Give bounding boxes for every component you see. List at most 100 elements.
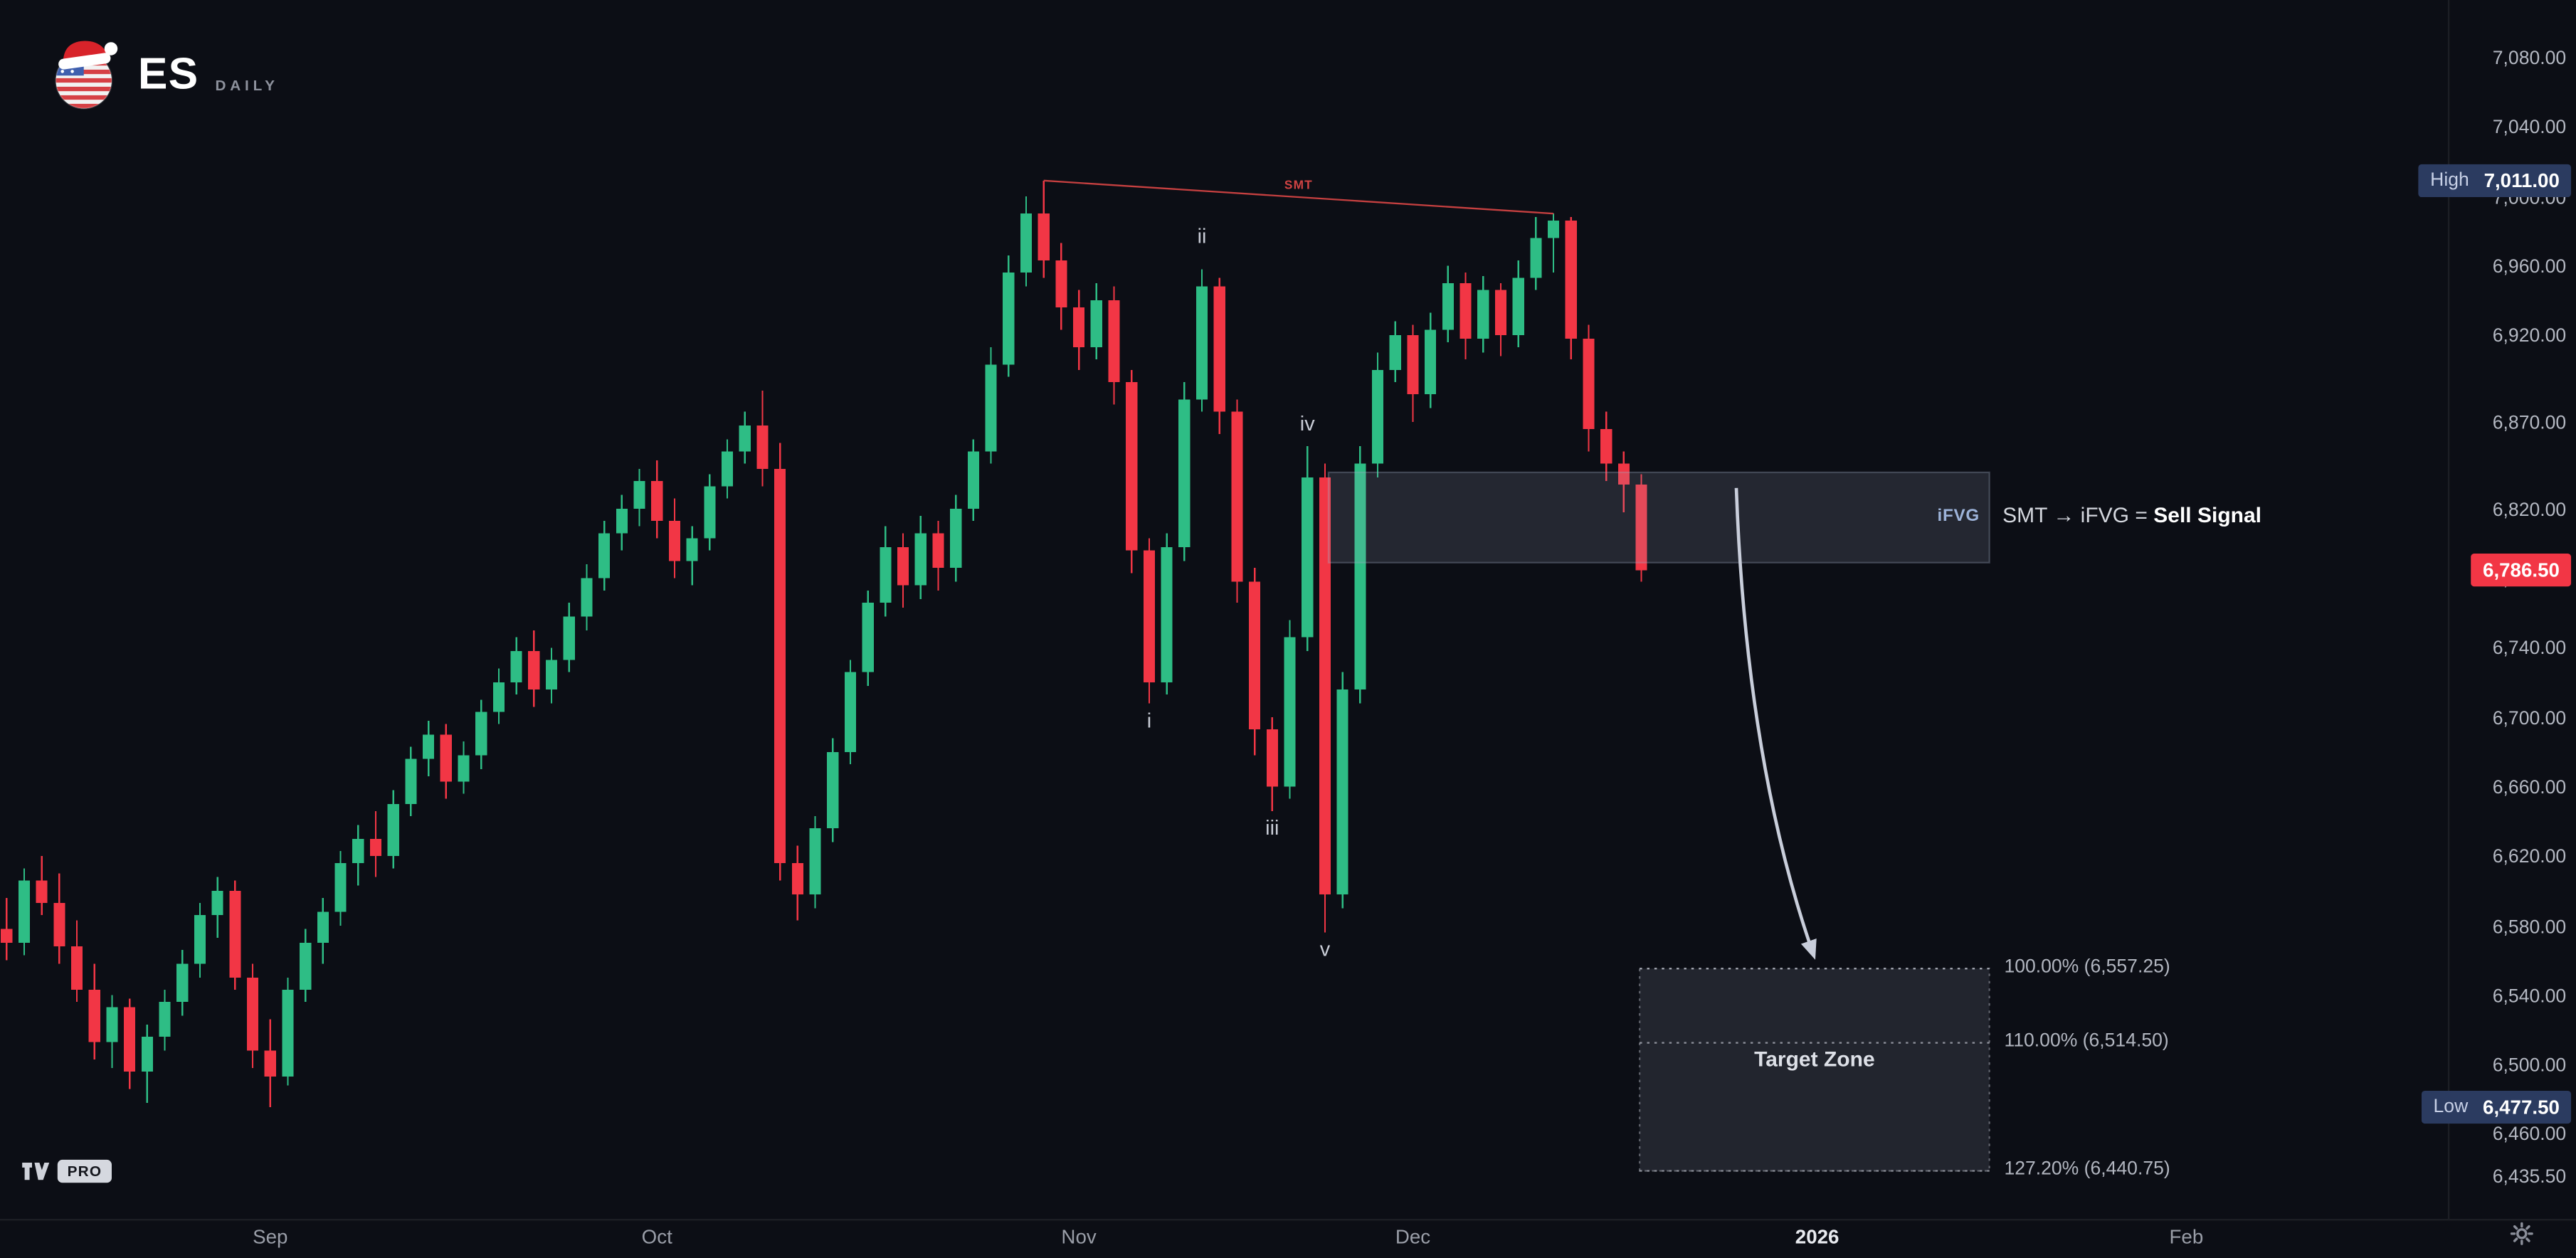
time-label-2026: 2026 — [1795, 1225, 1839, 1249]
candle — [721, 439, 734, 499]
candle — [668, 498, 681, 578]
candle — [1407, 324, 1419, 423]
candle — [1547, 213, 1560, 273]
price-tick: 6,620.00 — [2492, 847, 2567, 868]
candle — [369, 810, 382, 877]
candle — [1319, 463, 1331, 933]
candle — [194, 903, 206, 978]
candle — [528, 630, 540, 707]
candle — [862, 590, 874, 687]
price-tick: 6,500.00 — [2492, 1056, 2567, 1077]
ifvg-zone-box[interactable] — [1327, 471, 1990, 564]
candle — [1020, 196, 1033, 287]
candle — [141, 1024, 153, 1103]
candle — [264, 1019, 276, 1107]
price-tick: 6,660.00 — [2492, 778, 2567, 799]
low-badge-label: Low — [2433, 1097, 2469, 1117]
price-axis-separator — [2447, 0, 2450, 1220]
candle — [1477, 276, 1489, 353]
candle — [897, 533, 909, 608]
candle — [88, 963, 100, 1059]
candle — [1600, 411, 1612, 482]
candle — [545, 648, 558, 704]
price-tick: 6,540.00 — [2492, 987, 2567, 1007]
symbol-logo: ES DAILY — [46, 36, 279, 112]
low-price-badge: Low 6,477.50 — [2422, 1090, 2572, 1124]
candle — [791, 845, 803, 921]
sell-projection-arrow[interactable] — [1734, 487, 1817, 960]
high-badge-label: High — [2430, 170, 2469, 191]
flag-santa-icon — [55, 41, 118, 110]
candle — [18, 868, 31, 956]
tradingview-watermark[interactable]: PRO — [20, 1156, 112, 1186]
price-tick: 6,435.50 — [2492, 1168, 2567, 1188]
candle — [1266, 717, 1278, 811]
candle — [809, 816, 821, 909]
candle — [1249, 568, 1261, 756]
candle — [1565, 217, 1577, 360]
candle — [1090, 282, 1102, 360]
candlestick-series — [1, 180, 1647, 1107]
price-tick: 7,040.00 — [2492, 118, 2567, 139]
price-tick: 6,580.00 — [2492, 917, 2567, 938]
smt-line-label: SMT — [1284, 177, 1313, 191]
candle — [1213, 278, 1225, 435]
price-tick: 6,740.00 — [2492, 640, 2567, 660]
high-price-badge: High 7,011.00 — [2419, 164, 2572, 197]
candle — [1126, 369, 1138, 574]
candle — [423, 720, 435, 776]
last-badge-value: 6,786.50 — [2483, 559, 2560, 582]
candle — [1161, 533, 1173, 695]
candle — [1284, 620, 1296, 799]
candle — [106, 995, 118, 1068]
candle — [1302, 446, 1314, 652]
candle — [53, 873, 65, 964]
price-axis[interactable]: 6,435.50 6,460.00 6,500.00 6,540.00 6,580.00… — [2419, 0, 2576, 1219]
settings-gear-icon[interactable] — [2510, 1222, 2533, 1245]
price-tick: 7,080.00 — [2492, 49, 2567, 69]
candle — [1459, 273, 1472, 360]
candle — [124, 998, 136, 1089]
time-axis-separator — [0, 1219, 2576, 1221]
candle — [1389, 321, 1401, 382]
candle — [1336, 672, 1348, 909]
candle — [1583, 324, 1595, 452]
candle — [352, 825, 364, 886]
candle — [686, 526, 698, 586]
candle — [1371, 352, 1384, 478]
pro-badge[interactable]: PRO — [57, 1159, 112, 1183]
candle — [211, 877, 223, 938]
candle — [1530, 217, 1542, 290]
candle — [1178, 381, 1191, 561]
candle — [1195, 269, 1208, 412]
candle — [651, 460, 663, 539]
candle — [616, 495, 628, 551]
candle — [1354, 446, 1366, 704]
candle — [1635, 474, 1647, 582]
price-tick: 6,700.00 — [2492, 709, 2567, 729]
price-tick: 6,870.00 — [2492, 413, 2567, 434]
candle — [334, 850, 347, 926]
price-tick: 6,920.00 — [2492, 327, 2567, 347]
candle — [633, 468, 645, 527]
candle — [475, 699, 487, 770]
candle — [598, 521, 611, 591]
candle — [176, 950, 189, 1016]
smt-divergence-line[interactable]: SMT — [1043, 177, 1554, 215]
target-zone-box[interactable] — [1638, 968, 1990, 1172]
candle — [967, 439, 979, 522]
candle — [1003, 255, 1015, 377]
candle — [950, 495, 962, 582]
candle — [1512, 260, 1524, 348]
candle — [563, 602, 575, 672]
candle — [229, 880, 241, 990]
time-label-Feb: Feb — [2169, 1225, 2204, 1249]
candle — [1108, 286, 1120, 405]
candle — [1231, 399, 1243, 603]
candle — [387, 790, 399, 869]
candle — [1442, 265, 1454, 342]
time-axis[interactable]: Sep Oct Nov Dec 2026 Feb — [0, 1219, 2448, 1258]
candle — [581, 564, 593, 630]
